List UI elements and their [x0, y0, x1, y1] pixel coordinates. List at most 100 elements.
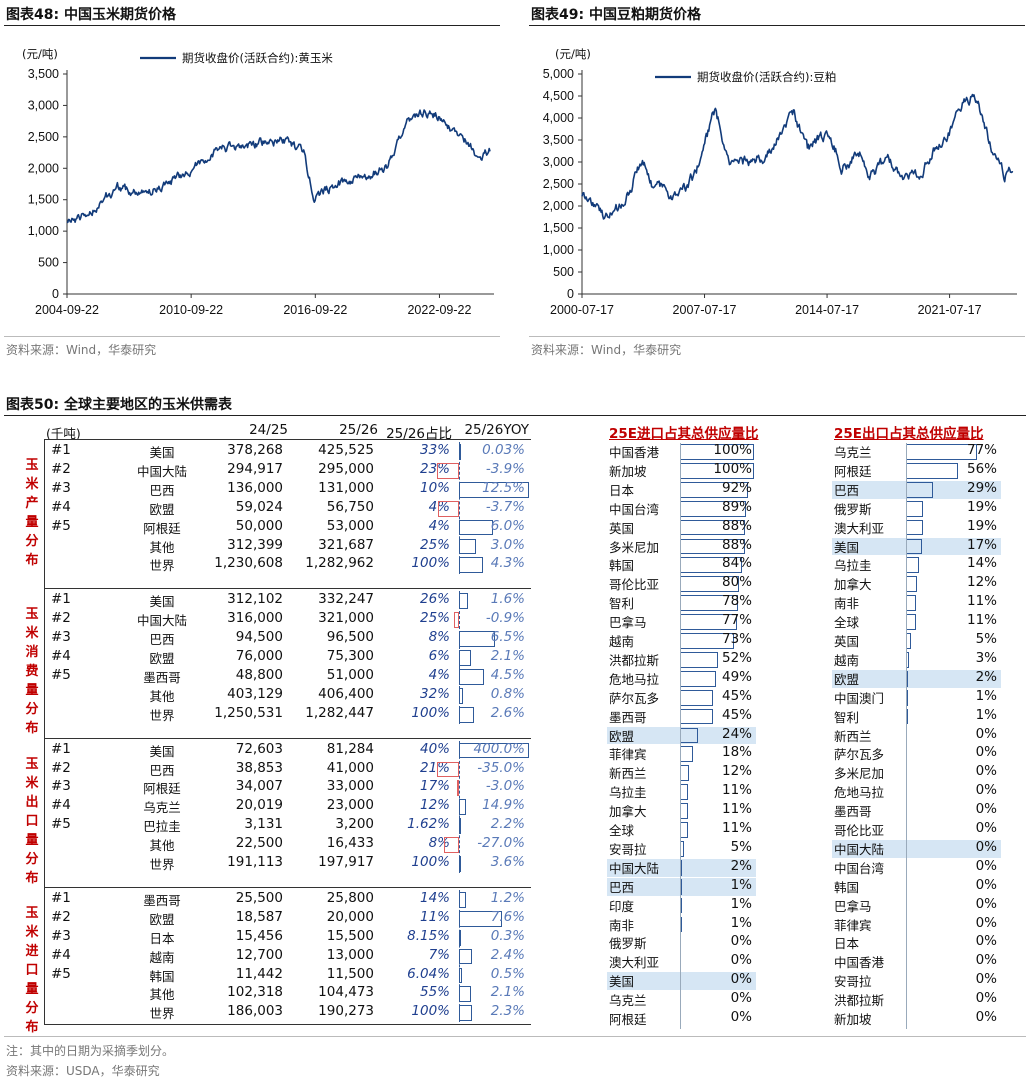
y-tick-label: 3,000 — [543, 155, 574, 169]
ratio-value: 11% — [966, 612, 997, 629]
x-tick-label: 2004-09-22 — [35, 303, 99, 317]
row-share: 11% — [419, 908, 450, 925]
ratio-value: 0% — [975, 820, 997, 836]
ratio-value: 80% — [721, 574, 752, 591]
row-rank: #1 — [51, 889, 71, 906]
row-share: 23% — [419, 460, 450, 477]
ratio-region: 英国 — [834, 634, 860, 649]
row-value-2425: 1,230,608 — [214, 555, 283, 572]
yoy-bar-negative — [438, 500, 459, 517]
section-label: 玉米产量分布 — [25, 458, 39, 568]
ratio-value: 11% — [721, 820, 752, 836]
ratio-value: 0% — [975, 952, 997, 969]
yoy-bar — [459, 986, 471, 1003]
table-unit: (千吨) — [46, 426, 81, 441]
ratio-bar — [906, 500, 924, 517]
ratio-value: 88% — [721, 517, 752, 534]
yoy-bar — [459, 519, 493, 536]
row-region: 美国 — [149, 743, 175, 759]
row-value-2425: 25,500 — [235, 889, 283, 906]
row-rank: #2 — [51, 460, 71, 477]
row-value-2526: 23,000 — [326, 797, 374, 814]
row-yoy: 6.0% — [490, 517, 525, 534]
row-region: 阿根廷 — [143, 781, 181, 797]
ratio-value: 1% — [730, 895, 752, 912]
row-value-2425: 403,129 — [227, 685, 283, 702]
row-yoy: 14.9% — [482, 797, 525, 814]
yoy-bar — [459, 593, 468, 610]
ratio-region: 乌拉圭 — [834, 558, 872, 574]
row-yoy: -0.9% — [485, 610, 525, 627]
fig48-source: 资料来源：Wind，华泰研究 — [6, 343, 157, 357]
ratio-bar — [906, 538, 922, 555]
yoy-bar — [459, 1005, 472, 1022]
fig49-source: 资料来源：Wind，华泰研究 — [531, 343, 682, 357]
row-share: 32% — [419, 685, 450, 702]
ratio-value: 0% — [975, 895, 997, 912]
row-rank: #4 — [51, 498, 71, 515]
row-rank: #5 — [51, 965, 71, 982]
ratio-value: 100% — [713, 442, 752, 458]
row-yoy: 1.6% — [490, 591, 525, 608]
row-rank: #4 — [51, 797, 71, 814]
ratio-value: 0% — [975, 914, 997, 931]
ratio-region: 新加坡 — [834, 1012, 872, 1027]
x-tick-label: 2007-07-17 — [673, 303, 737, 317]
ratio-axis — [680, 443, 681, 1029]
row-value-2526: 131,000 — [318, 479, 374, 496]
y-tick-label: 0 — [52, 287, 59, 301]
ratio-value: 0% — [975, 876, 997, 893]
row-yoy: 7.6% — [490, 908, 525, 925]
row-share: 25% — [419, 536, 450, 553]
row-share: 8% — [428, 629, 450, 646]
row-share: 14% — [419, 889, 450, 906]
row-rank: #2 — [51, 759, 71, 776]
soymeal-futures-chart: 0 500 1,000 1,500 2,000 2,500 3,000 3,500 4,000 4… — [543, 47, 1017, 317]
row-rank: #2 — [51, 610, 71, 627]
yoy-bar-negative — [453, 612, 459, 629]
yoy-bar — [459, 742, 529, 759]
yoy-axis — [459, 442, 460, 575]
y-tick-label: 5,000 — [543, 67, 574, 81]
ratio-value: 17% — [966, 536, 997, 553]
ratio-region: 日本 — [834, 936, 860, 952]
row-value-2526: 104,473 — [318, 984, 374, 1001]
row-value-2526: 33,000 — [326, 778, 374, 795]
ratio-value: 0% — [975, 838, 997, 855]
row-share: 6% — [428, 648, 450, 664]
row-share: 12% — [419, 797, 450, 814]
ratio-region: 欧盟 — [834, 671, 860, 687]
legend-label: 期货收盘价(活跃合约):豆粕 — [697, 70, 836, 84]
fig49-title: 图表49: 中国豆粕期货价格 — [531, 7, 701, 23]
fig50-title-rule — [4, 415, 1026, 416]
row-value-2526: 15,500 — [326, 927, 374, 944]
row-rank: #1 — [51, 591, 71, 608]
supply-demand-table: (千吨) 24/25 25/26 25/26占比 25/26YOY 玉米产量分布 #1 美国 3… — [0, 420, 1030, 1035]
yoy-bar — [459, 631, 496, 647]
x-tick-label: 2016-09-22 — [283, 303, 347, 317]
row-value-2526: 25,800 — [326, 889, 374, 906]
row-region: 其他 — [149, 539, 175, 555]
ratio-region: 乌克兰 — [834, 445, 872, 460]
section-label: 玉米出口量分布 — [25, 756, 39, 886]
row-yoy: 2.1% — [490, 984, 525, 1001]
ratio-value: 11% — [721, 801, 752, 818]
row-region: 乌克兰 — [143, 800, 181, 816]
ratio-region: 萨尔瓦多 — [609, 690, 660, 706]
row-rank: #5 — [51, 816, 71, 833]
row-value-2526: 321,000 — [318, 610, 374, 627]
row-region: 中国大陆 — [136, 463, 187, 479]
row-rank: #3 — [51, 778, 71, 795]
ratio-value: 0% — [975, 857, 997, 874]
row-value-2526: 41,000 — [326, 759, 374, 776]
ratio-value: 0% — [975, 971, 997, 988]
row-value-2425: 18,587 — [235, 908, 283, 925]
ratio-value: 100% — [713, 460, 752, 477]
ratio-region: 南非 — [609, 917, 635, 933]
ratio-region: 乌拉圭 — [609, 785, 647, 801]
yoy-bar-negative — [436, 761, 459, 778]
row-yoy: 2.3% — [490, 1003, 525, 1020]
row-region: 巴西 — [149, 762, 175, 778]
ratio-value: 2% — [975, 668, 997, 685]
ratio-value: 73% — [721, 631, 752, 647]
